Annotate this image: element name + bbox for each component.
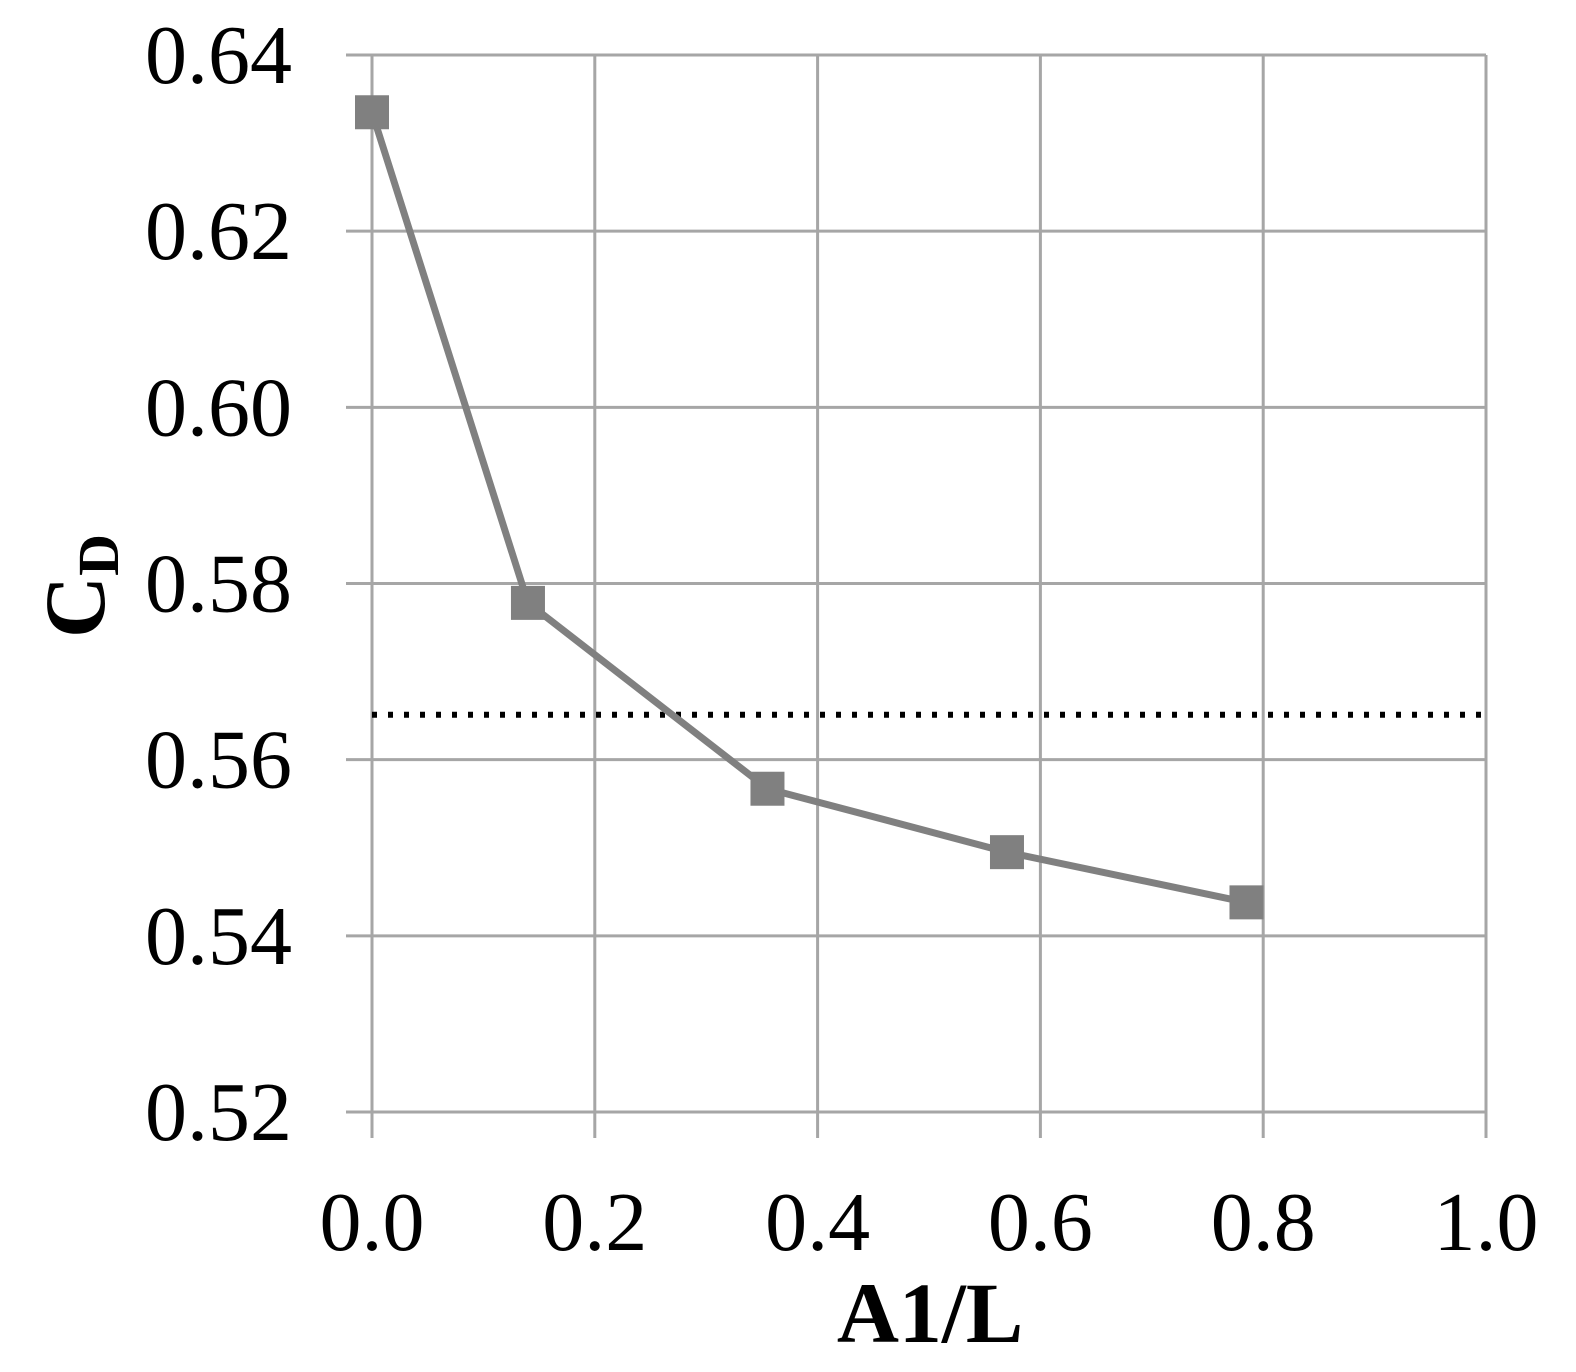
y-axis-title: CD bbox=[27, 534, 131, 638]
grid-lines bbox=[346, 53, 1488, 1138]
data-point-marker bbox=[989, 835, 1024, 870]
data-point-marker bbox=[750, 771, 785, 806]
x-tick-labels: 0.0 0.2 0.4 0.6 0.8 1.0 bbox=[320, 1176, 1539, 1269]
x-tick-label: 0.0 bbox=[320, 1176, 425, 1269]
y-tick-label: 0.60 bbox=[145, 361, 292, 454]
y-tick-label: 0.54 bbox=[145, 890, 292, 983]
y-tick-label: 0.58 bbox=[145, 538, 292, 631]
x-tick-label: 0.4 bbox=[765, 1176, 870, 1269]
x-axis-title: A1/L bbox=[837, 1265, 1023, 1361]
data-point-marker bbox=[1229, 885, 1264, 920]
y-tick-labels: 0.52 0.54 0.56 0.58 0.60 0.62 0.64 bbox=[145, 9, 292, 1159]
data-point-marker bbox=[510, 585, 545, 620]
y-tick-label: 0.62 bbox=[145, 185, 292, 278]
series-layer bbox=[355, 95, 1264, 920]
svg-text:CD: CD bbox=[27, 534, 131, 638]
y-tick-label: 0.64 bbox=[145, 9, 292, 102]
y-tick-label: 0.52 bbox=[145, 1066, 292, 1159]
y-tick-label: 0.56 bbox=[145, 714, 292, 807]
y-axis-title-subscript: D bbox=[66, 534, 131, 576]
data-point-marker bbox=[355, 95, 389, 130]
y-axis-title-main: C bbox=[27, 576, 123, 638]
x-tick-label: 0.8 bbox=[1211, 1176, 1316, 1269]
x-tick-label: 0.2 bbox=[542, 1176, 647, 1269]
x-tick-label: 1.0 bbox=[1434, 1176, 1539, 1269]
x-tick-label: 0.6 bbox=[988, 1176, 1093, 1269]
